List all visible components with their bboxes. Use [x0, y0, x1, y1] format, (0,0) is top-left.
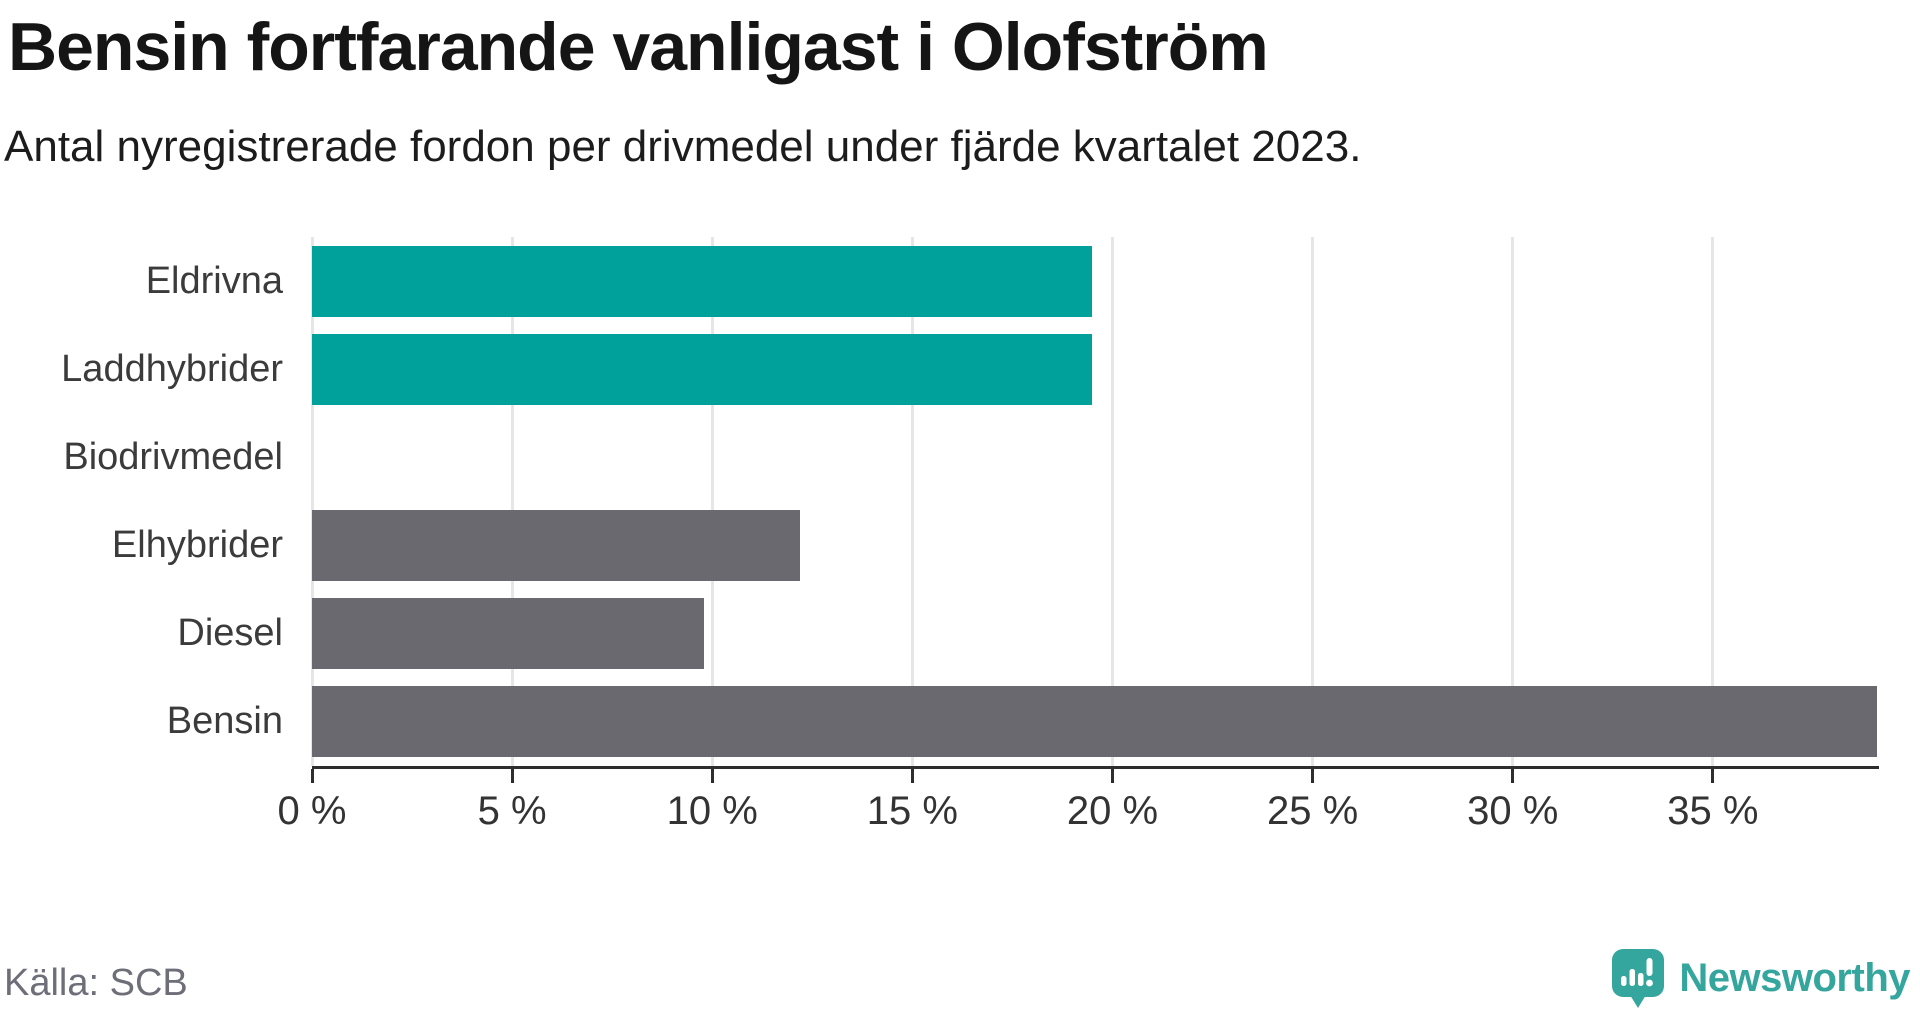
gridline: [510, 237, 514, 766]
newsworthy-icon: [1612, 949, 1665, 1008]
bar-bensin: [312, 686, 1877, 758]
category-label-elhybrider: Elhybrider: [111, 524, 283, 567]
x-tick-mark: [1311, 769, 1315, 783]
x-tick-label: 35 %: [1667, 789, 1759, 833]
gridline: [710, 237, 714, 766]
x-axis-line: [312, 766, 1879, 769]
gridline: [310, 237, 314, 766]
plot-area: [310, 237, 1877, 766]
x-tick-mark: [1511, 769, 1515, 783]
x-tick-label: 5 %: [477, 789, 547, 833]
x-tick-label: 10 %: [666, 789, 758, 833]
gridline: [1511, 237, 1515, 766]
category-label-bensin: Bensin: [166, 700, 283, 743]
gridline: [1311, 237, 1315, 766]
brand-name: Newsworthy: [1679, 955, 1910, 1000]
gridline: [1111, 237, 1114, 766]
y-axis-labels: Eldrivna Laddhybrider Biodrivmedel Elhybrid…: [0, 237, 283, 766]
source-caption: Källa: SCB: [4, 962, 188, 1004]
x-tick-mark: [910, 769, 914, 783]
x-tick-mark: [1711, 769, 1715, 783]
chart-subtitle: Antal nyregistrerade fordon per drivmede…: [4, 122, 1362, 171]
chart-title: Bensin fortfarande vanligast i Olofström: [8, 9, 1269, 85]
gridline: [1711, 237, 1715, 766]
bar-laddhybrider: [312, 333, 1093, 405]
brand-logo: Newsworthy: [1611, 948, 1910, 1008]
x-tick-label: 0 %: [277, 789, 347, 833]
bar-eldrivna: [312, 245, 1093, 317]
category-label-diesel: Diesel: [177, 612, 283, 655]
gridline: [910, 237, 914, 766]
x-tick-label: 20 %: [1066, 789, 1159, 833]
bar-elhybrider: [312, 510, 801, 582]
x-tick-mark: [1111, 769, 1114, 783]
x-axis: 0 % 5 % 10 % 15 % 20 % 25 % 30 % 35 %: [278, 769, 1877, 839]
bar-diesel: [312, 598, 705, 670]
category-label-laddhybrider: Laddhybrider: [61, 347, 283, 390]
category-label-eldrivna: Eldrivna: [145, 259, 283, 302]
x-tick-label: 15 %: [866, 789, 958, 833]
x-tick-mark: [310, 769, 314, 783]
x-tick-mark: [510, 769, 514, 783]
category-label-biodrivmedel: Biodrivmedel: [63, 435, 283, 478]
x-tick-label: 30 %: [1467, 789, 1559, 833]
x-tick-label: 25 %: [1267, 789, 1359, 833]
x-tick-mark: [710, 769, 714, 783]
